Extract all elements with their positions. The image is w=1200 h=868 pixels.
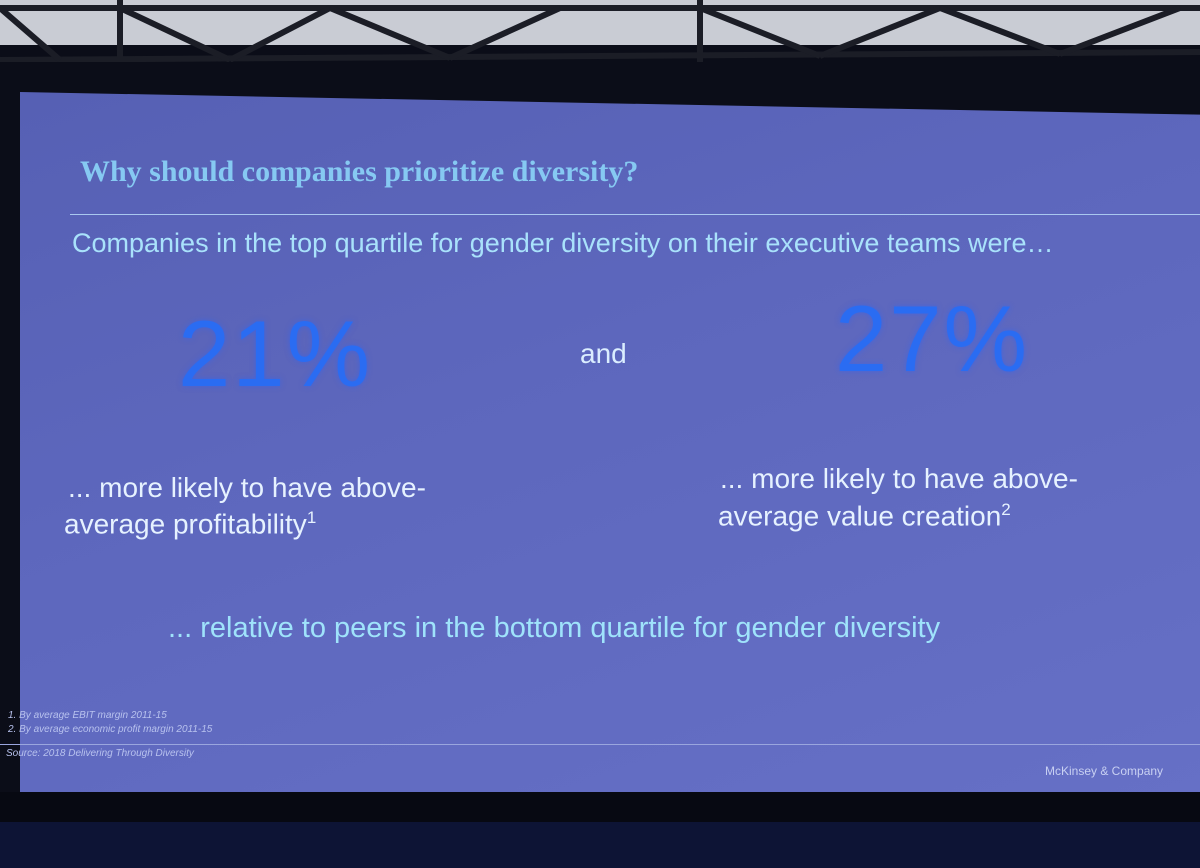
- truss-shadow: [0, 62, 1200, 100]
- title-rule: [70, 214, 1200, 215]
- slide-subtitle: Companies in the top quartile for gender…: [72, 228, 1054, 258]
- footnote-mark: 2: [1001, 500, 1011, 519]
- slide-title: Why should companies prioritize diversit…: [80, 155, 639, 188]
- footer-rule: [0, 744, 1200, 745]
- stage-glow: [0, 822, 1200, 868]
- stat-caption: ... more likely to have above-: [720, 463, 1078, 494]
- footnote: 2. By average economic profit margin 201…: [8, 724, 213, 735]
- stat-value: 27%: [835, 286, 1030, 391]
- brand: McKinsey & Company: [1045, 764, 1164, 778]
- caption-line: average value creation: [718, 500, 1002, 532]
- stat-value: 21%: [178, 301, 373, 406]
- source: Source: 2018 Delivering Through Diversit…: [6, 748, 194, 759]
- conclusion: ... relative to peers in the bottom quar…: [168, 612, 941, 644]
- stat-caption: average value creation2: [718, 500, 1011, 532]
- truss-beams: [0, 0, 1200, 80]
- slide-screen: [20, 92, 1200, 815]
- stage-bottom: [0, 792, 1200, 868]
- footnote: 1. By average EBIT margin 2011-15: [8, 710, 167, 721]
- stat-caption: average profitability1: [64, 508, 316, 540]
- caption-line: average profitability: [64, 508, 307, 540]
- footnote-mark: 1: [306, 508, 317, 527]
- ceiling-truss: [0, 0, 1200, 100]
- connector: and: [580, 338, 627, 369]
- stat-caption: ... more likely to have above-: [68, 472, 426, 503]
